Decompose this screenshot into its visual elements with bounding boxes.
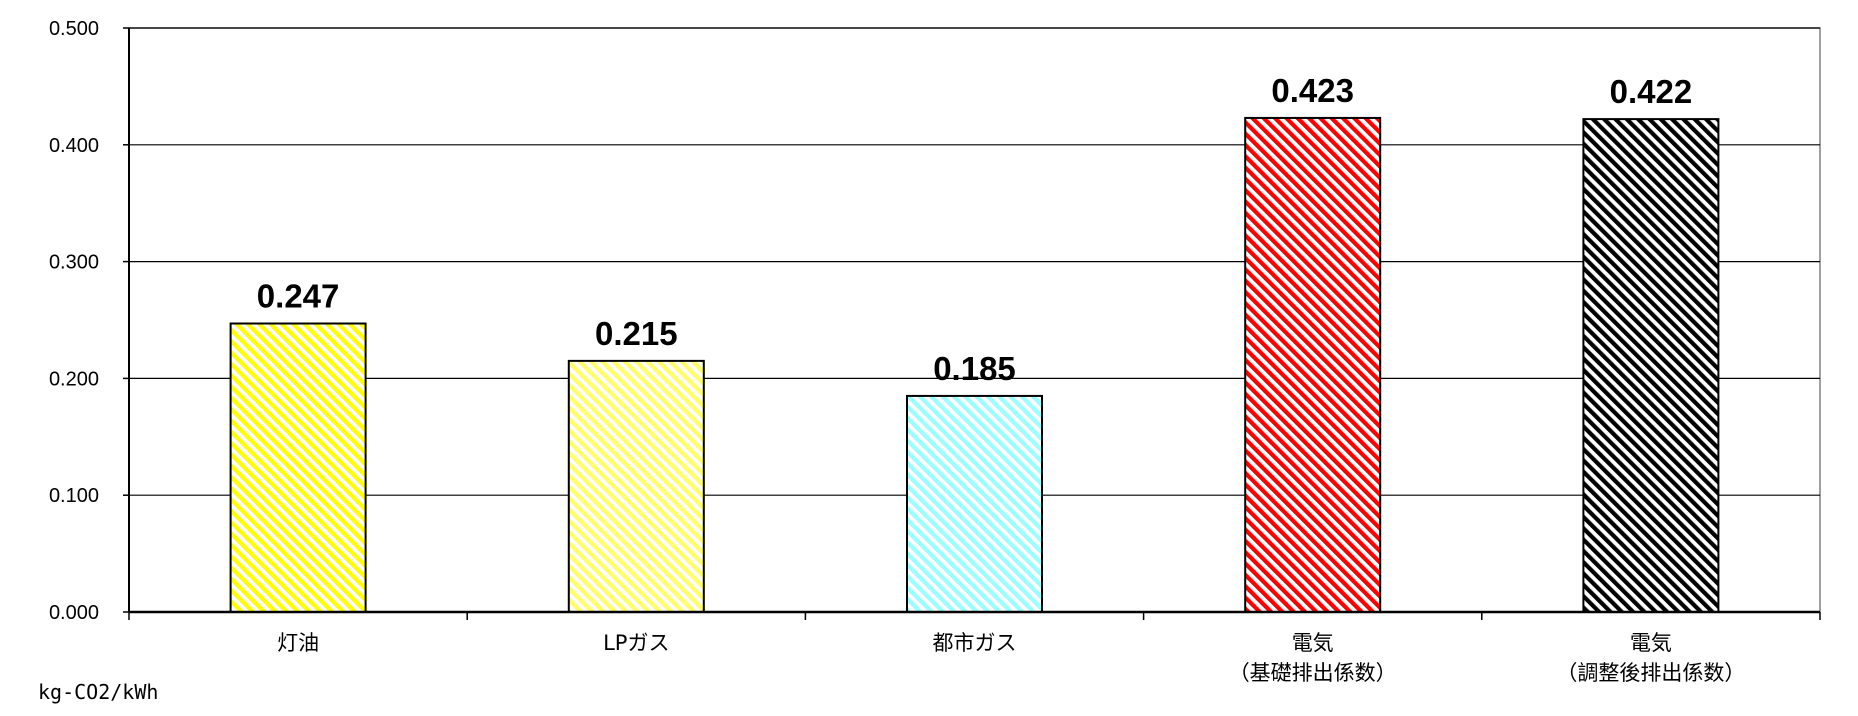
x-category-label-line: （基礎排出係数） xyxy=(1229,661,1397,685)
bar xyxy=(906,394,1043,614)
x-category-label: 電気 （基礎排出係数） xyxy=(1229,631,1397,685)
x-category-label-line: 都市ガス xyxy=(933,631,1017,655)
x-category-label: 灯油 xyxy=(277,631,319,655)
data-label: 0.422 xyxy=(1610,73,1693,110)
x-category-label-line: LPガス xyxy=(603,631,669,655)
bar xyxy=(1582,118,1720,613)
x-category-label-line: 灯油 xyxy=(277,631,319,655)
bar xyxy=(229,322,367,613)
bar xyxy=(567,359,705,613)
data-label: 0.423 xyxy=(1271,72,1354,109)
y-tick-label: 0.000 xyxy=(49,602,99,624)
bars xyxy=(229,116,1720,614)
bar xyxy=(1244,116,1382,613)
x-category-label: 都市ガス xyxy=(933,631,1017,655)
y-tick-label: 0.100 xyxy=(49,485,99,507)
axes xyxy=(123,27,1821,620)
x-category-label: 電気 （調整後排出係数） xyxy=(1556,631,1745,685)
data-label: 0.247 xyxy=(257,278,340,315)
x-category-label-line: （調整後排出係数） xyxy=(1556,661,1745,685)
x-category-label-line: 電気 xyxy=(1630,631,1672,655)
y-tick-label: 0.200 xyxy=(49,368,99,390)
y-axis-unit-label: kg-CO2/kWh xyxy=(38,680,159,704)
y-tick-label: 0.500 xyxy=(49,18,99,40)
data-label: 0.185 xyxy=(933,350,1016,387)
y-tick-label: 0.400 xyxy=(49,135,99,157)
x-category-label: LPガス xyxy=(603,631,669,655)
x-category-label-line: 電気 xyxy=(1292,631,1334,655)
data-label: 0.215 xyxy=(595,315,678,352)
labels: 0.000 0.100 0.200 0.300 0.400 0.500 0.247 灯油 0.2… xyxy=(49,18,1745,685)
y-tick-label: 0.300 xyxy=(49,252,99,274)
